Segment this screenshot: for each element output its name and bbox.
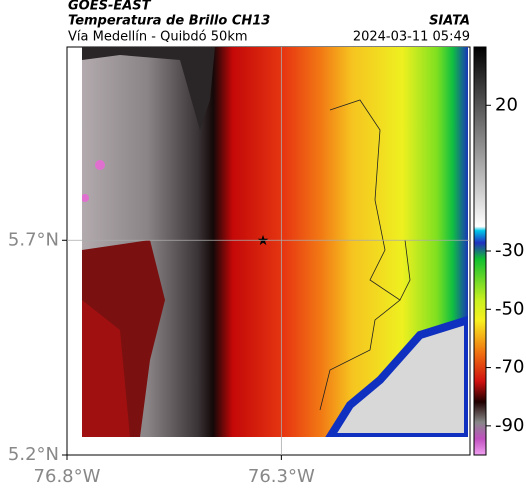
cold-spot [95,160,105,170]
cold-cloud [82,47,215,130]
colorbar-tick-label: 20 [495,94,518,115]
title: GOES-EAST [68,0,152,14]
y-tick-label: 5.2°N [8,444,59,465]
warm-surface [325,315,468,437]
cold-cloud [82,300,130,437]
colorbar-tick-label: -30 [495,240,524,261]
colorbar-tick-label: -50 [495,298,524,319]
route: Vía Medellín - Quibdó 50km [68,30,248,45]
subtitle: Temperatura de Brillo CH13 [68,14,270,29]
x-tick-label: 76.8°W [34,466,101,487]
y-tick-label: 5.7°N [8,229,59,250]
colorbar-tick-label: -90 [495,415,524,436]
border-line [399,239,411,301]
satellite-image [82,47,468,437]
x-tick-label: 76.3°W [248,466,315,487]
colorbar [473,46,487,456]
border-line [319,99,401,411]
colorbar-tick-label: -70 [495,357,524,378]
timestamp: 2024-03-11 05:49 [353,30,470,45]
source: SIATA [429,14,470,29]
city-marker: ★ [257,233,270,249]
cold-spot [82,194,89,202]
